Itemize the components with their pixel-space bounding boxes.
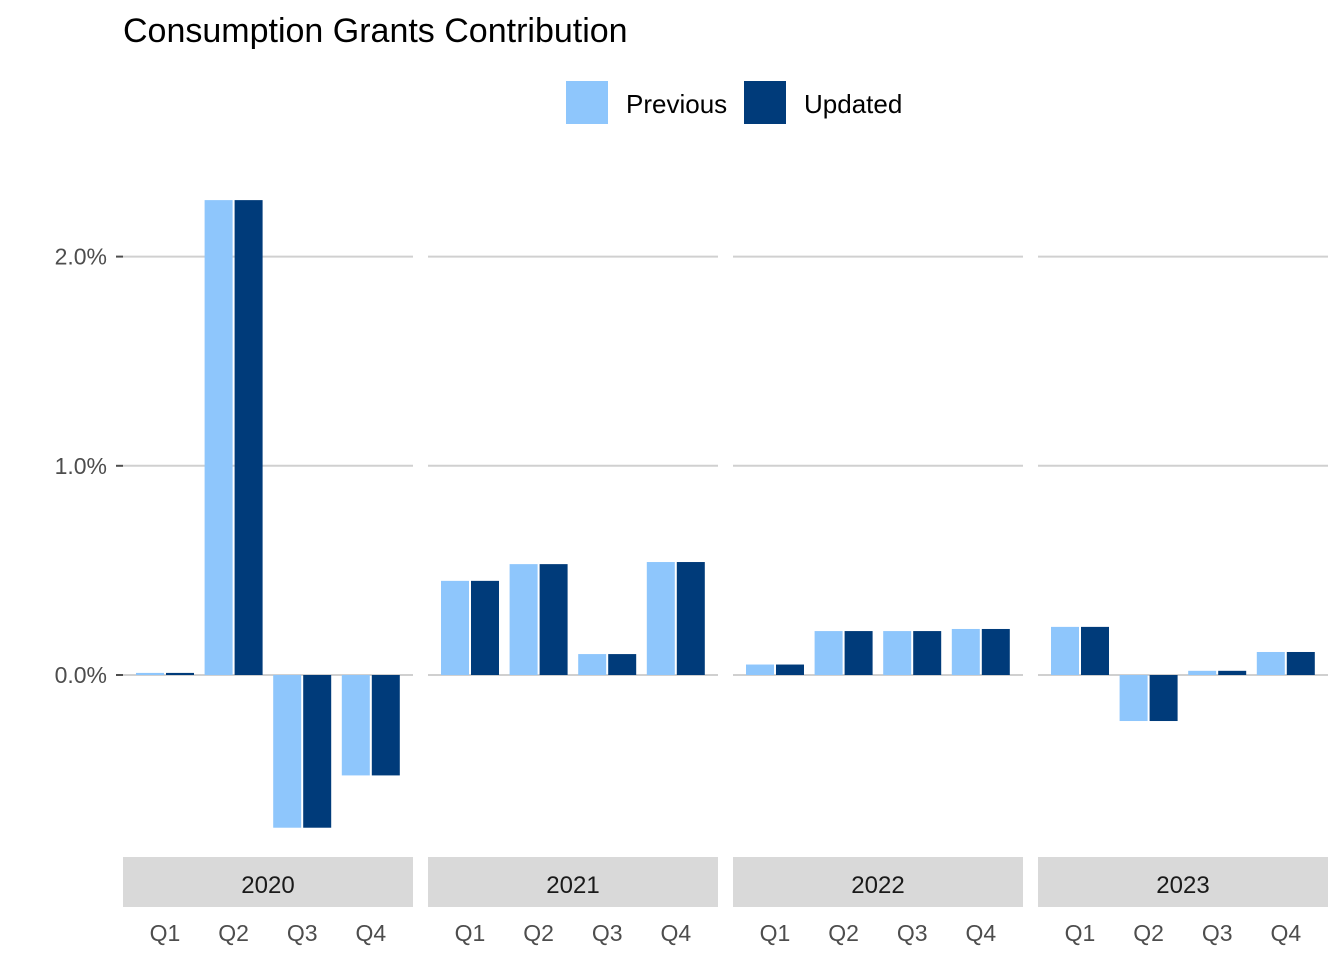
bar-2023-q4-previous bbox=[1256, 651, 1285, 675]
bar-2020-q3-updated bbox=[303, 675, 332, 828]
bar-2023-q4-updated bbox=[1286, 651, 1315, 675]
bar-2020-q2-updated bbox=[234, 200, 263, 675]
facet-strip-label: 2023 bbox=[1156, 872, 1209, 899]
x-tick-label: Q4 bbox=[1270, 920, 1301, 946]
x-tick-label: Q4 bbox=[355, 920, 386, 946]
bar-2021-q1-updated bbox=[471, 580, 499, 675]
x-tick-label: Q2 bbox=[523, 920, 554, 946]
x-tick-label: Q3 bbox=[897, 920, 928, 946]
x-tick-label: Q3 bbox=[287, 920, 318, 946]
x-tick-label: Q1 bbox=[150, 920, 181, 946]
bar-2023-q3-previous bbox=[1188, 670, 1217, 675]
bar-2023-q2-updated bbox=[1149, 675, 1178, 722]
facet-strip-2022 bbox=[733, 857, 1023, 907]
legend-label-updated: Updated bbox=[804, 89, 902, 119]
bar-2021-q4-updated bbox=[676, 562, 705, 675]
bar-2020-q3-previous bbox=[273, 675, 302, 828]
bar-2022-q4-previous bbox=[951, 628, 980, 675]
facet-panel-2021: 2021 Q1 Q2 Q3 Q4 bbox=[428, 255, 718, 946]
bar-2021-q3-updated bbox=[608, 654, 637, 675]
x-tick-label: Q4 bbox=[965, 920, 996, 946]
x-tick-label: Q1 bbox=[455, 920, 486, 946]
facet-panel-2020: 2020 Q1 Q2 Q3 Q4 bbox=[123, 200, 413, 946]
bar-2023-q2-previous bbox=[1119, 675, 1148, 722]
x-tick-label: Q1 bbox=[1065, 920, 1096, 946]
bar-2023-q1-updated bbox=[1081, 626, 1109, 675]
facet-panel-2023: 2023 Q1 Q2 Q3 Q4 bbox=[1038, 255, 1328, 946]
bar-2023-q3-updated bbox=[1218, 670, 1247, 675]
bar-2022-q3-previous bbox=[883, 631, 912, 675]
facet-strip-label: 2021 bbox=[546, 872, 599, 899]
y-axis: 0.0% 1.0% 2.0% bbox=[55, 244, 123, 688]
bar-2020-q4-updated bbox=[371, 675, 400, 776]
bar-2022-q3-updated bbox=[913, 631, 942, 675]
x-tick-label: Q1 bbox=[760, 920, 791, 946]
y-tick-label: 0.0% bbox=[55, 662, 107, 688]
bar-2021-q2-previous bbox=[509, 564, 538, 675]
bar-2020-q4-previous bbox=[341, 675, 370, 776]
x-tick-label: Q3 bbox=[1202, 920, 1233, 946]
chart-legend: Previous Updated bbox=[566, 81, 902, 124]
chart-title: Consumption Grants Contribution bbox=[123, 12, 628, 50]
x-tick-label: Q2 bbox=[828, 920, 859, 946]
facet-strip-2020 bbox=[123, 857, 413, 907]
facet-strip-label: 2022 bbox=[851, 872, 904, 899]
bar-2020-q1-previous bbox=[136, 672, 164, 675]
bar-2020-q1-updated bbox=[166, 672, 194, 675]
bar-2021-q3-previous bbox=[578, 654, 607, 675]
x-tick-label: Q4 bbox=[660, 920, 691, 946]
facet-strip-2021 bbox=[428, 857, 718, 907]
bar-2023-q1-previous bbox=[1051, 626, 1079, 675]
legend-key-updated bbox=[744, 81, 786, 124]
bar-2022-q1-previous bbox=[746, 664, 774, 675]
facet-strip-2023 bbox=[1038, 857, 1328, 907]
bar-2020-q2-previous bbox=[204, 200, 233, 675]
legend-key-previous bbox=[566, 81, 608, 124]
bar-2021-q2-updated bbox=[539, 564, 568, 675]
facet-strip-label: 2020 bbox=[241, 872, 294, 899]
bar-2022-q2-updated bbox=[844, 631, 873, 675]
x-tick-label: Q2 bbox=[218, 920, 249, 946]
bar-2022-q1-updated bbox=[776, 664, 804, 675]
bar-2022-q2-previous bbox=[814, 631, 843, 675]
x-tick-label: Q2 bbox=[1133, 920, 1164, 946]
bar-2021-q1-previous bbox=[441, 580, 469, 675]
x-tick-label: Q3 bbox=[592, 920, 623, 946]
legend-label-previous: Previous bbox=[626, 89, 727, 119]
facet-panel-2022: 2022 Q1 Q2 Q3 Q4 bbox=[733, 255, 1023, 946]
bar-2021-q4-previous bbox=[646, 562, 675, 675]
y-tick-label: 2.0% bbox=[55, 244, 107, 270]
y-tick-label: 1.0% bbox=[55, 453, 107, 479]
bar-2022-q4-updated bbox=[981, 628, 1010, 675]
